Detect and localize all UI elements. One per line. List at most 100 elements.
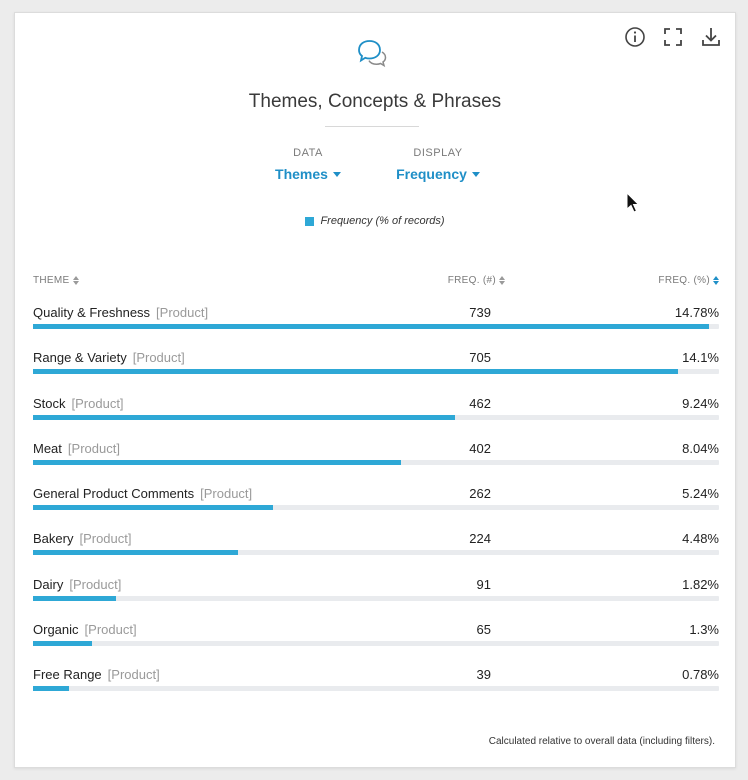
- theme-tag: [Product]: [200, 486, 253, 502]
- data-selector: DATA Themes: [273, 147, 343, 182]
- legend-swatch: [305, 216, 315, 226]
- frequency-bar: [33, 505, 273, 511]
- speech-bubbles-icon: [358, 40, 387, 68]
- theme-count: 705: [469, 350, 491, 366]
- frequency-bar-track: [33, 550, 719, 556]
- footnote: Calculated relative to overall data (inc…: [488, 736, 715, 747]
- theme-label: Stock: [33, 395, 66, 411]
- data-selector-label: DATA: [293, 147, 323, 159]
- theme-percent: 0.78%: [682, 667, 719, 683]
- theme-label: General Product Comments: [33, 486, 195, 502]
- table-row[interactable]: Free Range [Product] 39 0.78%: [33, 665, 719, 710]
- frequency-bar: [33, 414, 456, 420]
- theme-label: Quality & Freshness: [33, 305, 151, 320]
- frequency-bar: [33, 595, 117, 601]
- legend-label: Frequency (% of records): [320, 215, 445, 227]
- theme-name: Range & Variety [Product]: [33, 350, 185, 365]
- frequency-bar-track: [33, 459, 719, 465]
- frequency-bar: [33, 324, 709, 329]
- theme-count: 91: [476, 576, 491, 592]
- display-dropdown[interactable]: Frequency: [393, 166, 483, 182]
- frequency-bar: [33, 369, 678, 375]
- theme-name: General Product Comments [Product]: [33, 486, 252, 501]
- table-header: THEME FREQ. (#) FREQ. (%): [33, 275, 719, 289]
- data-dropdown-value: Themes: [275, 166, 328, 182]
- table-row[interactable]: Stock [Product] 462 9.24%: [33, 394, 719, 439]
- caret-down-icon: [332, 171, 341, 177]
- theme-percent: 4.48%: [682, 531, 719, 547]
- theme-tag: [Product]: [84, 622, 137, 638]
- data-dropdown[interactable]: Themes: [273, 166, 343, 182]
- theme-name: Bakery [Product]: [33, 531, 132, 546]
- theme-percent: 5.24%: [682, 486, 719, 502]
- frequency-bar: [33, 641, 93, 647]
- theme-count: 462: [469, 395, 491, 411]
- frequency-bar-track: [33, 324, 719, 329]
- table-row[interactable]: General Product Comments [Product] 262 5.24…: [33, 484, 719, 529]
- theme-name: Stock [Product]: [33, 396, 124, 411]
- title-divider: [325, 126, 419, 127]
- theme-column-header[interactable]: THEME: [33, 275, 79, 286]
- theme-tag: [Product]: [71, 395, 124, 411]
- theme-count: 739: [469, 305, 491, 320]
- table-row[interactable]: Meat [Product] 402 8.04%: [33, 439, 719, 484]
- table-row[interactable]: Range & Variety [Product] 705 14.1%: [33, 348, 719, 393]
- theme-label: Meat: [33, 440, 62, 456]
- themes-panel: Themes, Concepts & Phrases DATA Themes D…: [14, 12, 736, 768]
- frequency-bar-track: [33, 686, 719, 692]
- sort-icon: [499, 276, 505, 285]
- theme-tag: [Product]: [107, 667, 160, 683]
- table-row[interactable]: Dairy [Product] 91 1.82%: [33, 575, 719, 620]
- theme-column-label: THEME: [33, 275, 70, 286]
- theme-count: 262: [469, 486, 491, 502]
- theme-name: Organic [Product]: [33, 622, 137, 637]
- frequency-bar-track: [33, 414, 719, 420]
- table-row[interactable]: Organic [Product] 65 1.3%: [33, 620, 719, 665]
- theme-label: Free Range: [33, 667, 102, 683]
- frequency-bar-track: [33, 369, 719, 375]
- panel-toolbar: [623, 25, 723, 49]
- theme-percent: 14.78%: [674, 305, 719, 320]
- pct-column-label: FREQ. (%): [658, 275, 710, 286]
- display-selector: DISPLAY Frequency: [393, 147, 483, 182]
- theme-percent: 14.1%: [682, 350, 719, 366]
- theme-count: 65: [476, 622, 491, 638]
- theme-tag: [Product]: [132, 350, 185, 366]
- theme-tag: [Product]: [67, 440, 120, 456]
- theme-tag: [Product]: [156, 305, 209, 320]
- info-icon[interactable]: [623, 25, 647, 49]
- download-icon[interactable]: [699, 25, 723, 49]
- chart-legend: Frequency (% of records): [15, 215, 735, 227]
- count-column-header[interactable]: FREQ. (#): [448, 275, 505, 286]
- theme-label: Bakery: [33, 531, 74, 547]
- frequency-bar: [33, 550, 238, 556]
- theme-name: Free Range [Product]: [33, 667, 160, 682]
- frequency-bar-track: [33, 595, 719, 601]
- table-row[interactable]: Bakery [Product] 224 4.48%: [33, 529, 719, 574]
- theme-count: 402: [469, 440, 491, 456]
- theme-percent: 8.04%: [682, 440, 719, 456]
- theme-label: Organic: [33, 622, 79, 638]
- table-row[interactable]: Quality & Freshness [Product] 739 14.78%: [33, 303, 719, 348]
- frequency-bar-track: [33, 641, 719, 647]
- pct-column-header[interactable]: FREQ. (%): [658, 275, 719, 286]
- theme-label: Dairy: [33, 576, 64, 592]
- mouse-pointer-icon: [626, 192, 640, 213]
- count-column-label: FREQ. (#): [447, 275, 496, 286]
- theme-count: 224: [469, 531, 491, 547]
- theme-label: Range & Variety: [33, 350, 127, 366]
- frequency-bar: [33, 459, 401, 465]
- panel-title: Themes, Concepts & Phrases: [248, 91, 502, 112]
- theme-name: Dairy [Product]: [33, 577, 121, 592]
- theme-name: Meat [Product]: [33, 441, 120, 456]
- theme-percent: 1.82%: [682, 576, 719, 592]
- fullscreen-icon[interactable]: [661, 25, 685, 49]
- frequency-bar-track: [33, 505, 719, 511]
- sort-icon: [72, 276, 79, 285]
- theme-count: 39: [476, 667, 491, 683]
- theme-percent: 1.3%: [689, 622, 719, 638]
- theme-tag: [Product]: [69, 576, 122, 592]
- display-selector-label: DISPLAY: [413, 147, 463, 159]
- frequency-bar: [33, 686, 69, 692]
- theme-tag: [Product]: [79, 531, 132, 547]
